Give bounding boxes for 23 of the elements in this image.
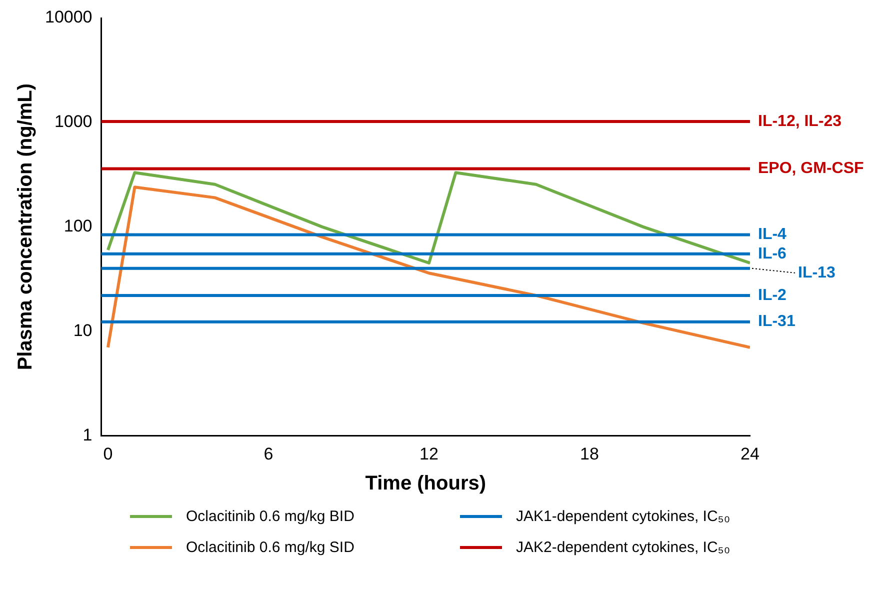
x-tick-label: 6 (264, 444, 274, 464)
ref-line-label: IL-4 (758, 226, 787, 244)
y-tick-label: 100 (64, 216, 92, 236)
legend-label: JAK1-dependent cytokines, IC₅₀ (516, 508, 730, 525)
ref-line-label: IL-13 (798, 264, 836, 282)
ref-line-label: IL-6 (758, 245, 787, 262)
x-tick-label: 18 (580, 444, 599, 464)
y-axis-title: Plasma concentration (ng/mL) (14, 83, 37, 370)
ref-line-label: IL-2 (758, 286, 787, 304)
ref-line-label: EPO, GM-CSF (758, 160, 864, 178)
y-tick-label: 1 (82, 425, 92, 444)
x-tick-label: 24 (740, 444, 760, 464)
legend-label: Oclacitinib 0.6 mg/kg BID (186, 508, 354, 525)
y-tick-label: 10000 (44, 8, 92, 27)
ref-line-label: IL-12, IL-23 (758, 112, 842, 130)
y-tick-label: 10 (73, 320, 92, 340)
legend-label: JAK2-dependent cytokines, IC₅₀ (516, 539, 730, 556)
x-axis-title: Time (hours) (365, 472, 486, 495)
x-tick-label: 12 (420, 444, 438, 464)
y-tick-label: 1000 (54, 112, 92, 132)
x-tick-label: 0 (103, 444, 113, 464)
legend-label: Oclacitinib 0.6 mg/kg SID (186, 539, 354, 556)
ref-line-label: IL-31 (758, 313, 796, 330)
